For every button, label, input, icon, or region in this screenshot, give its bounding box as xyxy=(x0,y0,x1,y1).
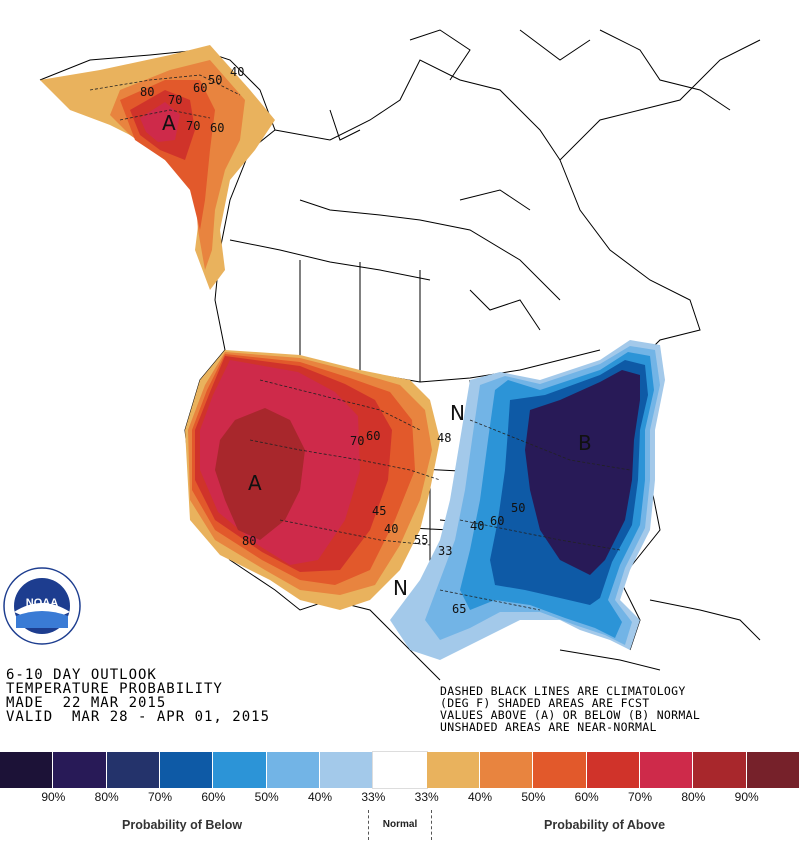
legend-swatch xyxy=(639,752,694,788)
alaska-above-region xyxy=(40,45,275,290)
west-above-label: A xyxy=(248,471,262,495)
probability-color-bar xyxy=(0,751,800,789)
legend-label: 33% xyxy=(361,790,386,804)
west-above-region xyxy=(185,350,440,610)
legend-label: 70% xyxy=(627,790,653,804)
alaska-above-label: A xyxy=(162,111,176,135)
legend-swatch xyxy=(159,752,214,788)
contour-label: 60 xyxy=(490,514,504,528)
contour-label: 70 xyxy=(168,93,182,107)
contour-label: 55 xyxy=(414,533,428,547)
normal-caption: Normal xyxy=(368,810,432,840)
contour-label: 33 xyxy=(438,544,452,558)
contour-label: 60 xyxy=(210,121,224,135)
east-below-label: B xyxy=(578,431,592,455)
legend-label: 90% xyxy=(734,790,759,804)
contour-label: 70 xyxy=(186,119,200,133)
legend-label: 50% xyxy=(254,790,279,804)
legend-swatch xyxy=(693,752,747,788)
contour-label: 60 xyxy=(366,429,380,443)
legend-label: 80% xyxy=(94,790,119,804)
contour-value-labels: 50 40 70 60 80 60 70 70 60 80 45 40 55 4… xyxy=(140,65,525,616)
title-line: 6-10 DAY OUTLOOK xyxy=(6,667,157,683)
legend-swatch xyxy=(372,751,428,789)
legend-label: 40% xyxy=(307,790,333,804)
note-line: VALUES ABOVE (A) OR BELOW (B) NORMAL xyxy=(440,708,701,722)
legend-swatch xyxy=(533,752,587,788)
contour-label: 40 xyxy=(470,519,484,533)
climatology-lines xyxy=(89,74,631,611)
contour-label: 70 xyxy=(350,434,364,448)
legend-swatch xyxy=(213,752,267,788)
title-line: TEMPERATURE PROBABILITY xyxy=(6,681,223,697)
below-caption: Probability of Below xyxy=(122,818,243,832)
note-line: UNSHADED AREAS ARE NEAR-NORMAL xyxy=(440,720,657,734)
contour-label: 80 xyxy=(242,534,256,548)
title-line: MADE 22 MAR 2015 xyxy=(6,695,167,711)
legend-swatch xyxy=(746,752,800,788)
note-line: (DEG F) SHADED AREAS ARE FCST xyxy=(440,696,650,710)
legend-label: 60% xyxy=(574,790,599,804)
outlook-title-block: 6-10 DAY OUTLOOK TEMPERATURE PROBABILITY… xyxy=(6,668,270,724)
legend-notes: DASHED BLACK LINES ARE CLIMATOLOGY (DEG … xyxy=(440,685,700,733)
east-below-region xyxy=(390,340,665,660)
legend-swatch xyxy=(479,752,534,788)
contour-label: 45 xyxy=(372,504,386,518)
contour-label: 40 xyxy=(384,522,398,536)
outlook-map: A A B N N 50 40 70 60 80 60 70 70 60 80 … xyxy=(39,29,761,681)
legend-label: 60% xyxy=(201,790,226,804)
legend-label: 80% xyxy=(681,790,706,804)
above-caption: Probability of Above xyxy=(544,818,666,832)
legend-swatch xyxy=(53,752,107,788)
contour-label: 65 xyxy=(452,602,466,616)
legend-swatch xyxy=(586,752,640,788)
legend-swatch xyxy=(426,752,480,788)
legend-swatch xyxy=(106,752,160,788)
noaa-logo: NOAA xyxy=(3,567,81,645)
legend-label: 50% xyxy=(521,790,546,804)
legend-swatch xyxy=(0,752,54,788)
probability-labels: 90% 80% 70% 60% 50% 40% 33% 33% 40% 50% 60% 70% 80% 9… xyxy=(0,790,800,808)
legend-label: 40% xyxy=(467,790,493,804)
near-normal-label-north: N xyxy=(450,401,465,425)
legend-swatch xyxy=(266,752,320,788)
noaa-logo-text: NOAA xyxy=(26,597,58,609)
title-line: VALID MAR 28 - APR 01, 2015 xyxy=(6,709,271,725)
legend-label: 90% xyxy=(41,790,66,804)
contour-label: 40 xyxy=(230,65,244,79)
near-normal-label-south: N xyxy=(393,576,408,600)
legend-label: 70% xyxy=(147,790,173,804)
contour-label: 60 xyxy=(193,81,207,95)
contour-label: 50 xyxy=(511,501,525,515)
legend-swatch xyxy=(319,752,374,788)
contour-label: 48 xyxy=(437,431,451,445)
legend-label: 33% xyxy=(414,790,439,804)
contour-label: 80 xyxy=(140,85,154,99)
contour-label: 50 xyxy=(208,73,222,87)
note-line: DASHED BLACK LINES ARE CLIMATOLOGY xyxy=(440,684,686,698)
